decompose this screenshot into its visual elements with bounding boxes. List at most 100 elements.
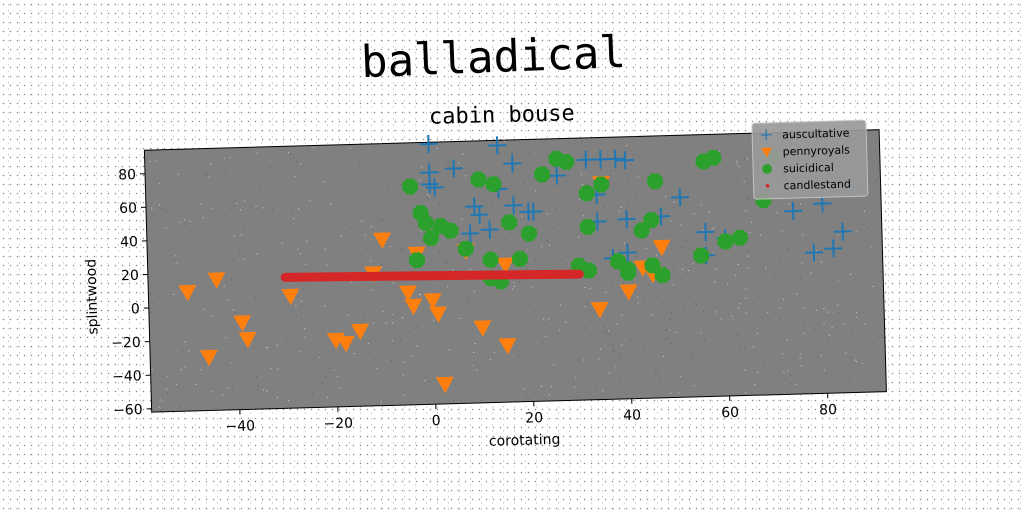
noise-dot bbox=[845, 352, 847, 354]
noise-dot bbox=[462, 153, 464, 155]
noise-dot bbox=[630, 163, 632, 165]
noise-dot bbox=[547, 240, 549, 242]
legend-item: auscultative bbox=[760, 127, 850, 141]
marker-plus bbox=[420, 175, 439, 194]
y-tick-label: 80 bbox=[118, 167, 136, 183]
noise-dot bbox=[823, 369, 825, 371]
noise-dot bbox=[211, 223, 213, 225]
noise-dot bbox=[311, 392, 313, 394]
noise-dot bbox=[553, 364, 555, 366]
noise-dot bbox=[443, 393, 445, 395]
marker-triangle bbox=[652, 239, 671, 257]
noise-dot bbox=[823, 308, 825, 310]
noise-dot bbox=[810, 272, 812, 274]
noise-dot bbox=[679, 278, 681, 280]
noise-dot bbox=[392, 322, 394, 324]
x-tick-label: −40 bbox=[225, 418, 255, 435]
marker-plus bbox=[804, 243, 823, 262]
noise-dot bbox=[573, 315, 575, 317]
noise-dot bbox=[799, 357, 801, 359]
noise-dot bbox=[267, 165, 269, 167]
y-axis-label: splintwood bbox=[83, 259, 101, 335]
noise-dot bbox=[567, 367, 569, 369]
noise-dot bbox=[527, 248, 529, 250]
noise-dot bbox=[211, 391, 213, 393]
noise-dot bbox=[645, 248, 647, 250]
noise-dot bbox=[850, 274, 852, 276]
noise-dot bbox=[167, 375, 169, 377]
noise-dot bbox=[603, 206, 605, 208]
noise-dot bbox=[747, 255, 749, 257]
noise-dot bbox=[669, 329, 671, 331]
noise-dot bbox=[523, 183, 525, 185]
noise-dot bbox=[272, 209, 274, 211]
noise-dot bbox=[402, 225, 404, 227]
noise-dot bbox=[330, 203, 332, 205]
noise-dot bbox=[738, 165, 740, 167]
noise-dot bbox=[368, 215, 370, 217]
noise-dot bbox=[700, 204, 702, 206]
noise-dot bbox=[298, 335, 300, 337]
noise-dot bbox=[693, 213, 695, 215]
noise-dot bbox=[207, 326, 209, 328]
noise-dot bbox=[866, 227, 868, 229]
noise-dot bbox=[756, 332, 758, 334]
noise-dot bbox=[499, 199, 501, 201]
noise-dot bbox=[691, 352, 693, 354]
noise-dot bbox=[189, 220, 191, 222]
noise-dot bbox=[773, 239, 775, 241]
noise-dot bbox=[843, 323, 846, 325]
noise-dot bbox=[161, 401, 163, 403]
noise-dot bbox=[620, 206, 622, 208]
noise-dot bbox=[391, 340, 393, 342]
noise-dot bbox=[604, 331, 606, 333]
noise-dot bbox=[159, 296, 161, 298]
marker-octagon bbox=[579, 218, 596, 235]
noise-dot bbox=[158, 406, 160, 408]
x-tick-label: 20 bbox=[525, 410, 543, 426]
noise-dot bbox=[635, 194, 637, 196]
noise-dot bbox=[680, 224, 682, 226]
noise-dot bbox=[864, 323, 866, 325]
marker-plus bbox=[503, 154, 522, 173]
noise-dot bbox=[262, 207, 264, 209]
noise-dot bbox=[702, 311, 704, 313]
noise-dot bbox=[234, 165, 236, 167]
noise-dot bbox=[373, 246, 375, 248]
marker-octagon bbox=[482, 251, 499, 268]
noise-dot bbox=[714, 281, 716, 283]
noise-dot bbox=[469, 268, 471, 270]
noise-dot bbox=[469, 341, 471, 343]
noise-dot bbox=[329, 316, 331, 318]
noise-dot bbox=[776, 212, 778, 214]
noise-dot bbox=[438, 203, 440, 205]
noise-dot bbox=[831, 326, 833, 328]
marker-plus bbox=[833, 222, 852, 241]
noise-dot bbox=[182, 350, 184, 352]
noise-dot bbox=[621, 344, 623, 346]
noise-dot bbox=[827, 339, 829, 341]
noise-dot bbox=[240, 234, 242, 236]
noise-dot bbox=[253, 346, 255, 348]
noise-dot bbox=[491, 204, 493, 206]
y-tick-label: −40 bbox=[112, 368, 142, 385]
noise-dot bbox=[234, 311, 236, 313]
noise-dot bbox=[300, 253, 302, 255]
noise-dot bbox=[256, 376, 258, 378]
marker-plus bbox=[419, 134, 438, 153]
noise-dot bbox=[179, 221, 181, 223]
noise-dot bbox=[420, 230, 422, 232]
noise-dot bbox=[606, 329, 608, 331]
noise-dot bbox=[322, 318, 324, 320]
noise-dot bbox=[583, 359, 585, 361]
noise-dot bbox=[666, 337, 668, 339]
noise-dot bbox=[850, 357, 852, 359]
noise-dot bbox=[151, 391, 153, 393]
noise-dot bbox=[376, 368, 378, 370]
marker-plus bbox=[425, 178, 444, 197]
noise-dot bbox=[267, 347, 269, 349]
noise-dot bbox=[695, 304, 697, 306]
noise-dot bbox=[428, 196, 430, 198]
noise-dot bbox=[682, 268, 684, 270]
marker-octagon bbox=[417, 214, 434, 231]
